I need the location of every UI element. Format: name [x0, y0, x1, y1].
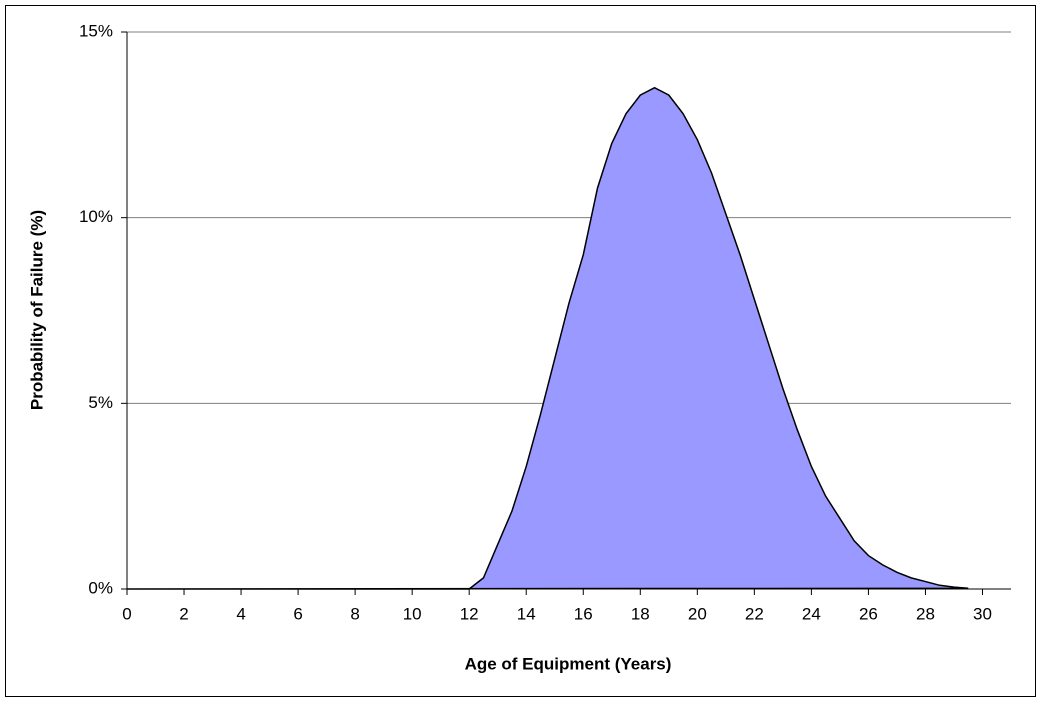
x-axis-title: Age of Equipment (Years) [465, 654, 672, 673]
x-tick-label: 2 [179, 604, 188, 623]
y-tick-label: 5% [88, 393, 113, 412]
x-tick-label: 16 [574, 604, 593, 623]
x-tick-label: 18 [631, 604, 650, 623]
x-tick-label: 8 [350, 604, 359, 623]
x-tick-label: 20 [688, 604, 707, 623]
x-tick-label: 6 [293, 604, 302, 623]
x-tick-label: 12 [460, 604, 479, 623]
x-tick-label: 22 [745, 604, 764, 623]
x-tick-label: 0 [122, 604, 131, 623]
x-tick-label: 14 [517, 604, 536, 623]
x-tick-label: 24 [802, 604, 821, 623]
x-tick-label: 4 [236, 604, 245, 623]
x-tick-label: 28 [916, 604, 935, 623]
chart-frame [5, 5, 1036, 697]
x-tick-label: 30 [973, 604, 992, 623]
x-tick-label: 10 [403, 604, 422, 623]
y-tick-label: 10% [79, 207, 113, 226]
area [126, 86, 969, 590]
y-tick-label: 15% [79, 21, 113, 40]
y-axis-title: Probability of Failure (%) [27, 210, 46, 410]
x-tick-label: 26 [859, 604, 878, 623]
y-tick-label: 0% [88, 578, 113, 597]
